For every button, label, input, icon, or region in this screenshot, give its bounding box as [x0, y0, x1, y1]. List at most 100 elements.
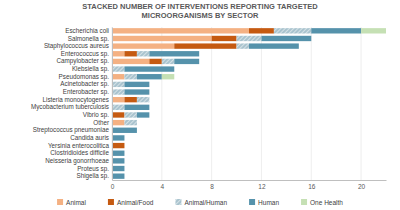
bar: [149, 97, 150, 102]
bar: [311, 36, 312, 41]
grid-line: [261, 27, 262, 180]
bar: [124, 135, 125, 140]
y-tick: Clostridioides difficile: [50, 149, 112, 156]
x-axis-line: [113, 180, 387, 181]
bar: [149, 97, 150, 102]
bar: [249, 43, 299, 48]
legend-swatch: [249, 199, 255, 205]
grid-line: [361, 27, 362, 180]
bar: [112, 143, 124, 148]
x-tick: 16: [308, 180, 316, 190]
legend-label: Animal/Human: [184, 199, 227, 206]
bar: [237, 36, 262, 41]
y-tick-label: Other: [93, 119, 109, 126]
y-axis: Escherichia coliSalmonella sp.Staphyloco…: [31, 27, 113, 181]
bar: [174, 43, 236, 48]
x-tick-label: 0: [111, 183, 115, 190]
bar: [112, 43, 174, 48]
bar: [112, 173, 124, 178]
x-tick-label: 12: [258, 183, 266, 190]
bar: [124, 143, 125, 148]
bar: [199, 59, 200, 64]
bar: [112, 128, 137, 133]
legend-item: Animal: [57, 199, 86, 206]
bar: [112, 97, 124, 102]
bar: [162, 59, 174, 64]
bar: [124, 97, 136, 102]
grid-line: [311, 27, 312, 180]
bar: [124, 120, 136, 125]
bar: [149, 59, 161, 64]
chart: STACKED NUMBER OF INTERVENTIONS REPORTIN…: [0, 0, 400, 210]
y-tick: Candida auris: [70, 134, 112, 141]
x-tick: 8: [210, 180, 214, 190]
bar: [174, 66, 175, 71]
series: [112, 28, 249, 125]
bar: [124, 158, 125, 163]
bar: [136, 128, 137, 133]
bar: [162, 74, 174, 79]
y-axis-line: [112, 28, 113, 181]
legend-item: Animal/Human: [175, 199, 227, 206]
bar: [112, 89, 124, 94]
bar: [311, 28, 361, 33]
bar: [149, 89, 150, 94]
bar: [274, 28, 311, 33]
bar: [261, 36, 311, 41]
grid-line: [211, 27, 212, 180]
legend-label: Animal/Food: [117, 199, 154, 206]
legend-item: Human: [249, 199, 279, 206]
x-axis: 0 4 8 12 16 20: [111, 180, 387, 190]
bars: [112, 28, 386, 179]
bar: [212, 36, 237, 41]
bar: [124, 51, 136, 56]
y-tick: Shigella sp.: [76, 172, 112, 180]
y-tick-label: Shigella sp.: [76, 172, 109, 180]
bar: [124, 151, 125, 156]
legend-label: Human: [258, 199, 279, 206]
bar: [112, 82, 124, 87]
bar: [149, 105, 150, 110]
y-tick-label: Yersinia enterocolitica: [48, 142, 110, 149]
series: [112, 28, 311, 125]
bar: [149, 82, 150, 87]
bar: [124, 105, 149, 110]
bar: [112, 59, 149, 64]
x-tick-label: 16: [308, 183, 316, 190]
bar: [124, 112, 136, 117]
bar: [137, 74, 162, 79]
y-tick-label: Candida auris: [70, 134, 109, 141]
bar: [112, 66, 124, 71]
title: STACKED NUMBER OF INTERVENTIONS REPORTIN…: [82, 2, 318, 20]
x-tick: 4: [161, 180, 165, 190]
bar: [361, 28, 386, 33]
bar: [112, 120, 124, 125]
legend-swatch: [175, 199, 181, 205]
x-tick-label: 20: [358, 183, 366, 190]
y-tick: Other: [93, 119, 112, 126]
bar: [112, 74, 124, 79]
bar: [112, 158, 124, 163]
bar: [112, 51, 124, 56]
legend-swatch: [108, 199, 114, 205]
bar: [124, 143, 125, 148]
grid-line: [112, 27, 113, 180]
bar: [124, 166, 125, 171]
legend-label: One Health: [310, 199, 343, 206]
bar: [112, 166, 124, 171]
bar: [137, 112, 149, 117]
bar: [136, 120, 137, 125]
x-tick-label: 8: [210, 183, 214, 190]
bar: [124, 173, 125, 178]
y-tick: Escherichia coli: [65, 27, 112, 34]
bar: [174, 59, 199, 64]
series: [112, 28, 361, 179]
bar: [124, 74, 136, 79]
grid: [112, 27, 361, 180]
grid-line: [161, 27, 162, 180]
plot: 0 4 8 12 16 20 Escherichia coliSalmonella sp.S…: [31, 27, 387, 190]
legend-item: One Health: [301, 199, 343, 206]
bar: [149, 112, 150, 117]
series: [162, 28, 386, 79]
x-tick: 0: [111, 180, 115, 190]
